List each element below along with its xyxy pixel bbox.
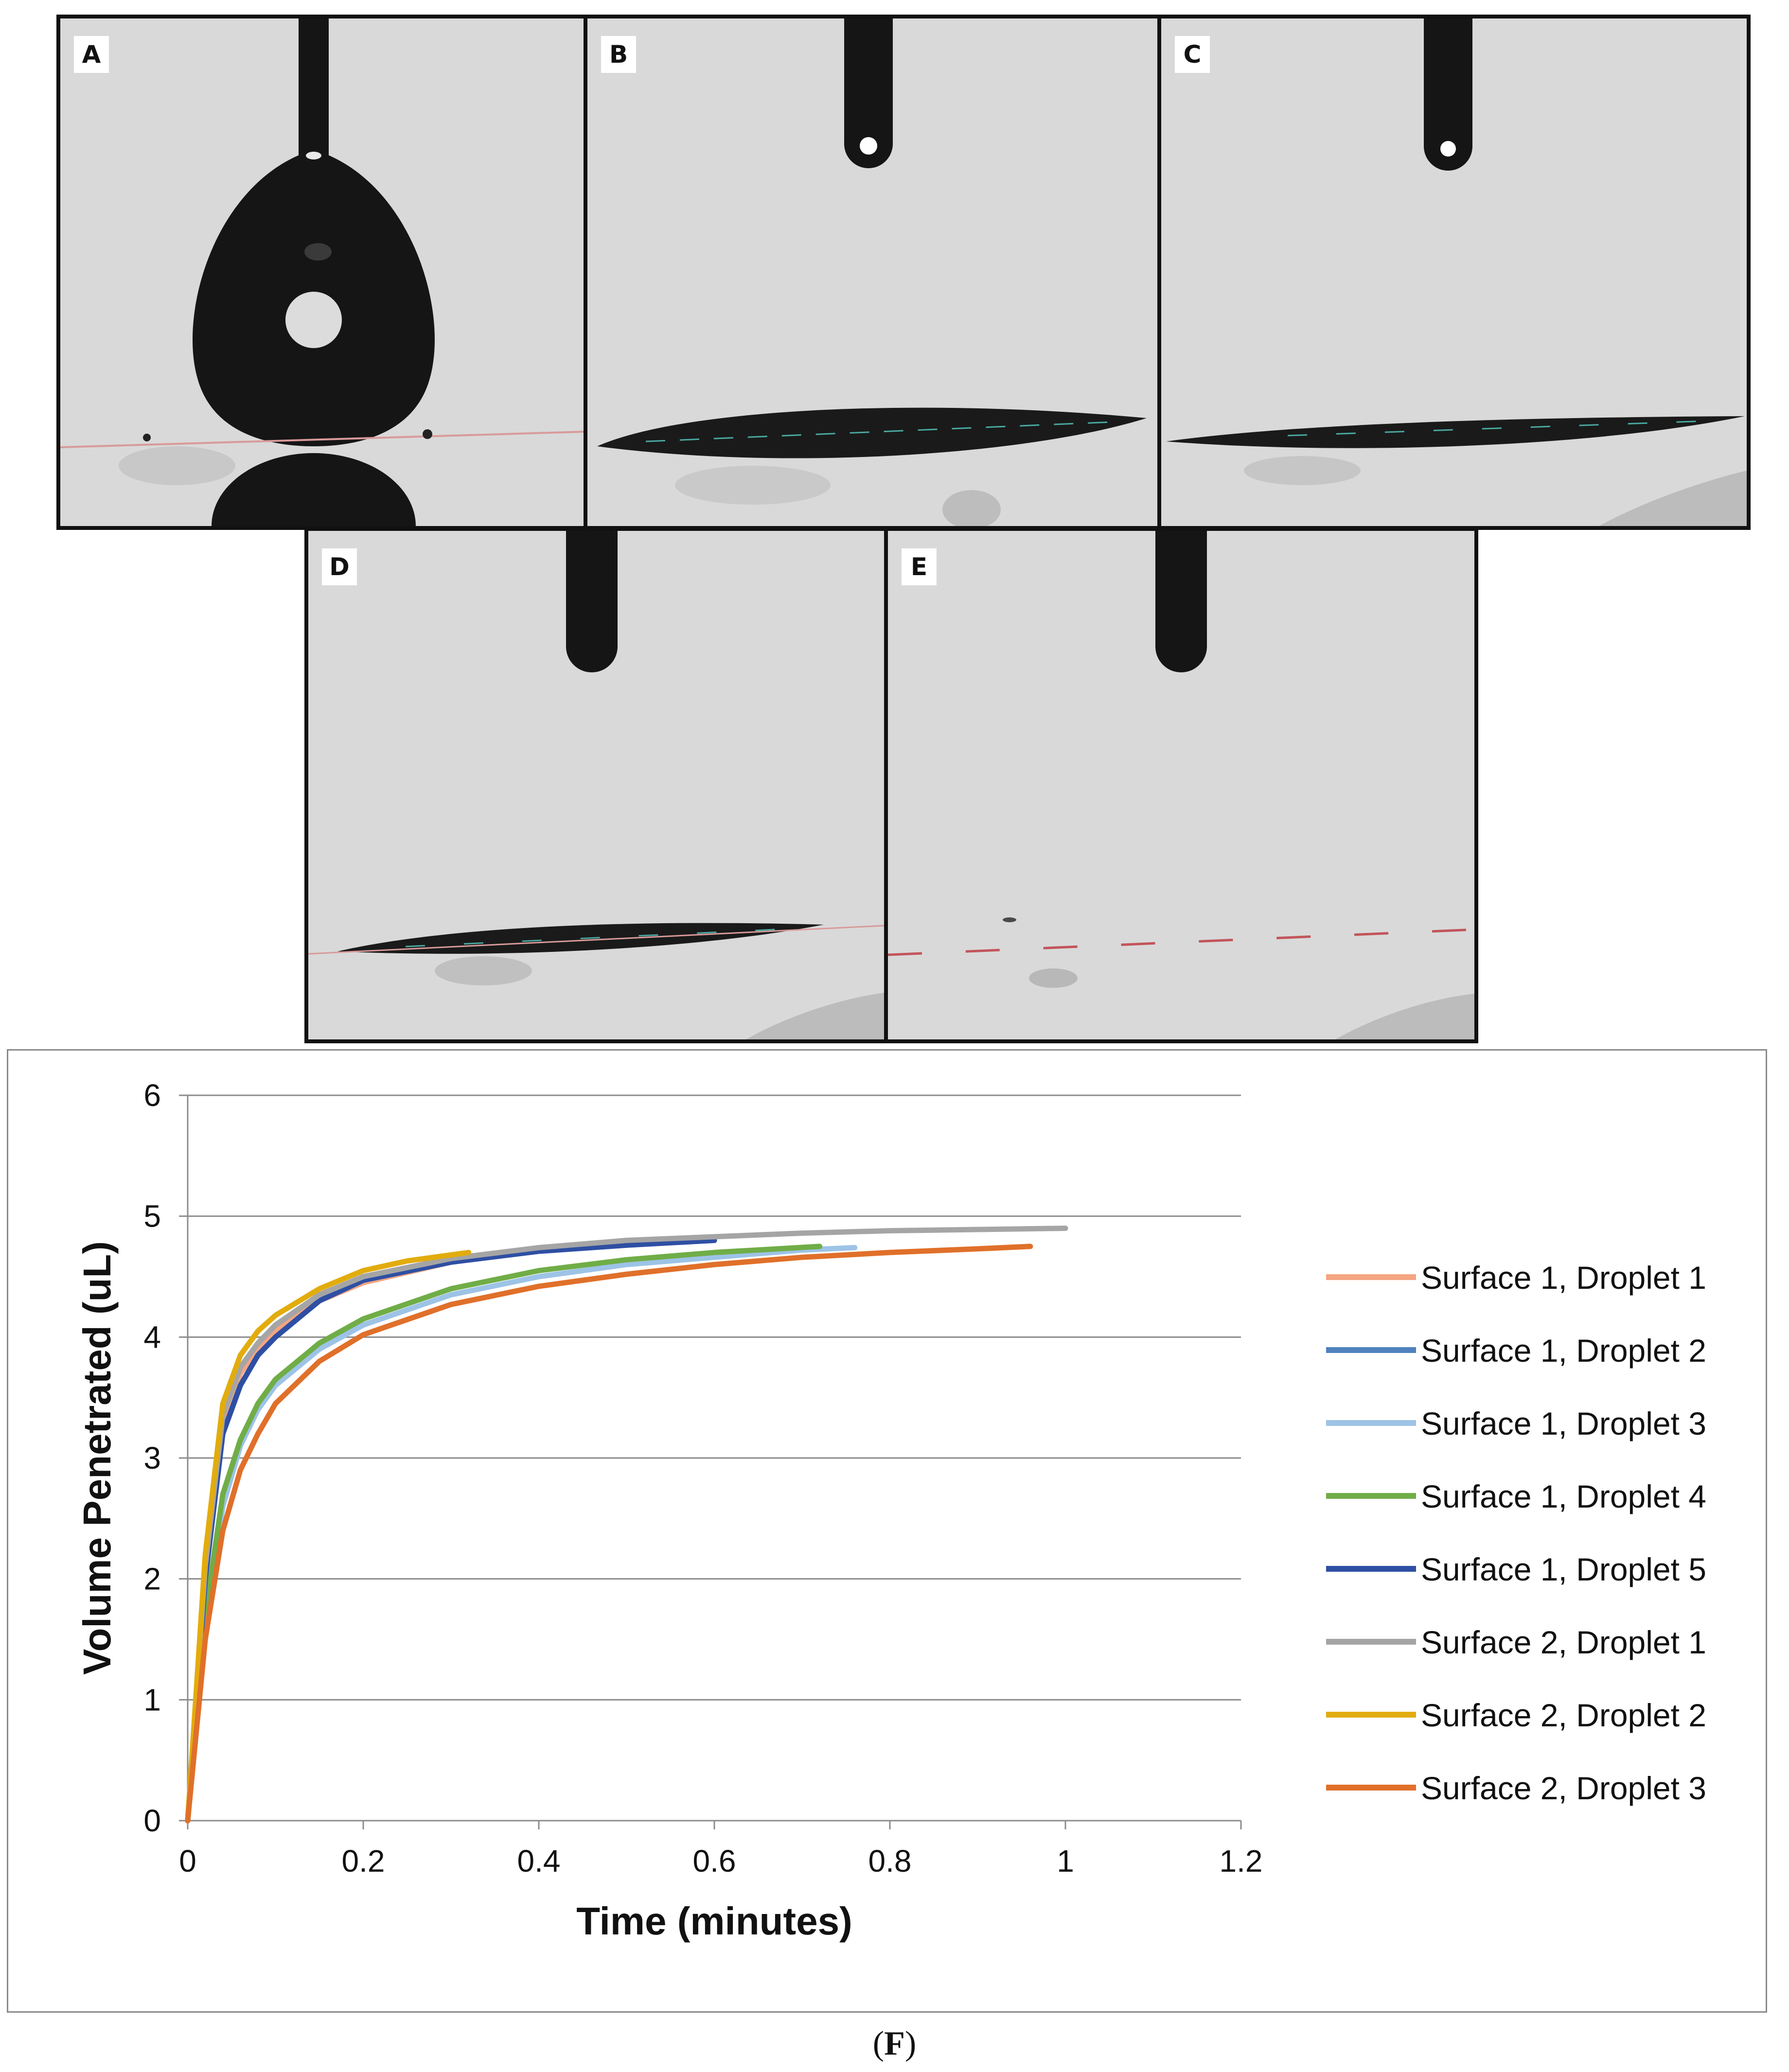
legend-label: Surface 1, Droplet 2 (1421, 1333, 1706, 1369)
x-tick-label: 1.2 (1220, 1844, 1263, 1879)
chart-frame: 0 1 2 3 4 5 6 0 0.2 0.4 0.6 0.8 1 1.2 Time (minutes) Vo… (7, 1049, 1767, 2013)
panel-a: A (56, 15, 587, 530)
legend-label: Surface 1, Droplet 1 (1421, 1260, 1706, 1296)
series-line (185, 1237, 717, 1824)
series-line (185, 1237, 717, 1824)
x-tick-label: 0 (179, 1844, 196, 1879)
series-line (185, 1249, 472, 1824)
y-tick-label: 6 (143, 1078, 161, 1113)
droplet-image-a (60, 18, 584, 526)
series-line (185, 1245, 858, 1824)
panel-label: B (601, 36, 636, 73)
y-tick-label: 5 (143, 1199, 161, 1234)
y-tick-label: 0 (143, 1803, 161, 1838)
panel-d: D (304, 527, 888, 1043)
legend-label: Surface 2, Droplet 3 (1421, 1770, 1706, 1806)
x-tick-label: 0.2 (342, 1844, 385, 1879)
panel-b: B (584, 15, 1161, 530)
figure-caption: (F) (0, 2024, 1789, 2063)
caption-open: ( (872, 2025, 885, 2062)
panel-label: D (322, 548, 357, 585)
droplet-image-b (587, 18, 1157, 526)
y-tick-label: 1 (143, 1682, 161, 1717)
panel-e: E (884, 527, 1478, 1043)
x-tick-label: 1 (1057, 1844, 1074, 1879)
droplet-image-c (1161, 18, 1747, 526)
legend-label: Surface 1, Droplet 5 (1421, 1551, 1706, 1587)
penetration-chart: 0 1 2 3 4 5 6 0 0.2 0.4 0.6 0.8 1 1.2 Time (minutes) Vo… (75, 1078, 1706, 1943)
x-axis-title: Time (minutes) (576, 1899, 852, 1943)
series-line (185, 1244, 1033, 1824)
y-tick-label: 3 (143, 1440, 161, 1475)
y-tick-label: 4 (143, 1319, 161, 1354)
droplet-image-d (308, 531, 884, 1039)
caption-letter: F (884, 2025, 905, 2062)
caption-close: ) (904, 2025, 917, 2062)
series-line (185, 1237, 717, 1824)
y-axis-title: Volume Penetrated (uL) (75, 1241, 119, 1675)
series-line (185, 1244, 823, 1824)
series-line (185, 1226, 1068, 1824)
panel-label: A (74, 36, 109, 73)
legend-label: Surface 2, Droplet 2 (1421, 1697, 1706, 1733)
droplet-image-e (888, 531, 1474, 1039)
x-tick-label: 0.8 (868, 1844, 912, 1879)
legend-label: Surface 1, Droplet 4 (1421, 1478, 1706, 1514)
y-tick-label: 2 (143, 1562, 161, 1597)
legend-label: Surface 2, Droplet 1 (1421, 1624, 1706, 1660)
panel-label: C (1175, 36, 1210, 73)
x-tick-label: 0.4 (517, 1844, 561, 1879)
panel-label: E (902, 548, 937, 585)
x-tick-label: 0.6 (693, 1844, 736, 1879)
legend-label: Surface 1, Droplet 3 (1421, 1405, 1706, 1441)
panel-c: C (1157, 15, 1751, 530)
